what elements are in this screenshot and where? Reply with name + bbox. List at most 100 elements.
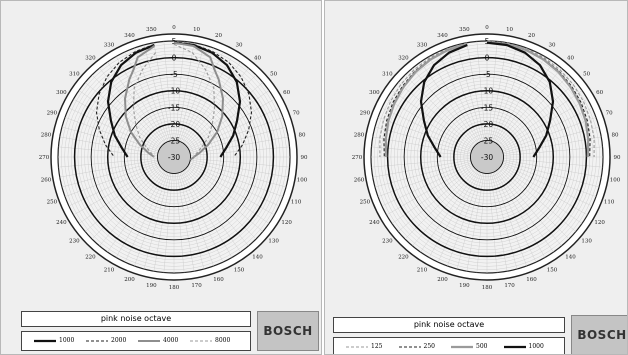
angle-tick-label: 120 [594,220,605,226]
angle-tick-label: 30 [236,42,243,48]
angle-tick-label: 240 [369,220,380,226]
angle-tick-label: 150 [547,268,558,274]
angle-tick-label: 290 [47,111,58,117]
angle-tick-label: 130 [581,239,592,245]
angle-tick-label: 180 [482,285,493,291]
angle-tick-label: 70 [606,111,613,117]
series-line-1000-left [106,43,155,158]
series-line-4000-right [173,41,224,161]
legend-label: 2000 [111,337,127,344]
series-line-8000-right [173,43,216,158]
radial-tick-label: -15 [481,103,493,112]
legend-label: 8000 [215,337,231,344]
angle-tick-label: 320 [398,55,409,61]
angle-tick-label: 260 [354,178,365,184]
angle-tick-label: 60 [596,90,603,96]
caption-right: pink noise octave [333,317,565,333]
angle-tick-label: 140 [252,255,263,261]
legend-swatch [190,340,212,342]
caption-left: pink noise octave [21,311,251,327]
angle-tick-label: 200 [437,277,448,283]
angle-tick-label: 100 [610,178,621,184]
angle-tick-label: 90 [614,155,621,161]
legend-label: 1000 [528,343,544,350]
angle-tick-label: 210 [104,268,115,274]
angle-tick-label: 180 [169,285,180,291]
radial-tick-label: 0 [485,54,490,63]
angle-tick-label: 160 [213,277,224,283]
angle-tick-label: 30 [549,42,556,48]
brand-logo-left: BOSCH [257,311,319,351]
angle-tick-label: 90 [301,155,308,161]
angle-tick-label: 350 [459,27,470,33]
angle-tick-label: 120 [281,220,292,226]
series-line-1000-right [486,41,555,158]
angle-tick-label: 110 [291,199,302,205]
angle-tick-label: 50 [583,71,590,77]
angle-tick-label: 260 [41,178,52,184]
angle-tick-label: 230 [69,239,80,245]
angle-tick-label: 230 [382,239,393,245]
angle-tick-label: 340 [437,33,448,39]
series-line-2000-left [95,43,155,158]
radial-tick-label: 0 [172,54,177,63]
radial-tick-label: -20 [168,120,180,129]
angle-tick-label: 250 [360,199,371,205]
angle-tick-label: 130 [268,239,279,245]
radial-tick-label: -30 [481,153,493,162]
legend-swatch [138,340,160,342]
angle-tick-label: 80 [299,132,306,138]
legend-label: 500 [476,343,488,350]
polar-grid [50,33,298,281]
series-line-500-left [384,43,468,158]
angle-tick-label: 200 [124,277,135,283]
angle-tick-label: 50 [270,71,277,77]
angle-tick-label: 190 [459,283,470,289]
series-line-1000-right [173,41,242,158]
angle-tick-label: 70 [293,111,300,117]
angle-tick-label: 330 [417,42,428,48]
legend-left: 1000 2000 4000 8000 [21,331,251,351]
series-line-4000-left [124,45,155,158]
radial-tick-label: -10 [168,87,180,96]
angle-tick-label: 20 [528,33,535,39]
angle-tick-label: 280 [41,132,52,138]
legend-swatch [451,345,473,349]
angle-tick-label: 300 [369,90,380,96]
radial-tick-label: -30 [168,153,180,162]
angle-tick-label: 270 [39,155,50,161]
angle-tick-label: 40 [254,55,261,61]
angle-tick-label: 300 [56,90,67,96]
angle-tick-label: 0 [172,25,176,31]
legend-swatch [398,346,421,348]
brand-logo-right: BOSCH [571,315,627,354]
legend-right: 125 250 500 1000 [333,337,565,354]
legend-label: 1000 [59,337,75,344]
angle-tick-label: 170 [191,283,202,289]
series-line-500-right [486,40,590,158]
angle-tick-label: 310 [69,71,80,77]
series-line-1000-left [419,43,468,158]
angle-tick-label: 80 [612,132,619,138]
radial-tick-label: -25 [481,136,493,145]
radial-tick-label: -10 [481,87,493,96]
radial-tick-label: -5 [170,70,178,79]
polar-grid [363,33,611,281]
angle-tick-label: 170 [504,283,515,289]
angle-tick-label: 10 [506,27,513,33]
legend-swatch [503,345,526,349]
angle-tick-label: 190 [146,283,157,289]
radial-tick-label: -25 [168,136,180,145]
angle-tick-label: 20 [215,33,222,39]
angle-tick-label: 330 [104,42,115,48]
angle-tick-label: 220 [85,255,96,261]
angle-tick-label: 160 [526,277,537,283]
angle-tick-label: 60 [283,90,290,96]
legend-label: 250 [423,343,435,350]
legend-label: 125 [371,343,383,350]
series-line-125-left [379,42,468,157]
angle-tick-label: 10 [193,27,200,33]
legend-swatch [346,346,368,348]
legend-swatch [86,340,108,342]
angle-tick-label: 0 [485,25,489,31]
